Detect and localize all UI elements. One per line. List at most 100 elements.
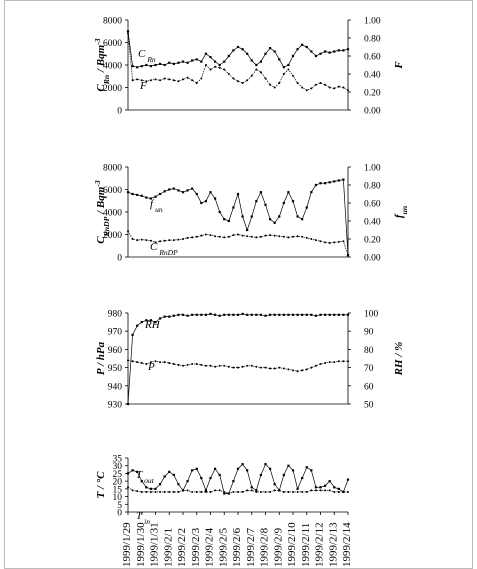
marker: [204, 490, 207, 493]
marker: [328, 480, 331, 483]
y2-tick-label: 60: [364, 382, 374, 392]
y-tick-label: 6000: [103, 186, 122, 196]
marker: [292, 235, 294, 238]
marker: [163, 239, 166, 242]
marker: [278, 366, 281, 369]
marker: [136, 193, 139, 196]
marker: [314, 239, 317, 242]
y-tick-label: 15: [113, 485, 123, 495]
marker: [296, 313, 299, 316]
y2-tick-label: 0.20: [364, 236, 381, 246]
series-name: P: [147, 361, 155, 373]
marker: [268, 467, 272, 470]
marker: [241, 312, 244, 316]
marker: [154, 63, 157, 67]
series-label: P: [147, 361, 155, 373]
y2-tick-label: 0.60: [364, 53, 381, 63]
marker: [172, 79, 175, 82]
marker: [273, 367, 276, 370]
marker: [287, 63, 290, 67]
marker: [209, 476, 212, 480]
marker: [177, 189, 180, 192]
series-name: f: [150, 198, 155, 210]
marker: [278, 489, 281, 492]
marker: [269, 234, 272, 237]
label-main: P / hPa: [95, 341, 107, 375]
y-tick-label: 940: [108, 382, 123, 392]
marker: [296, 370, 299, 373]
marker: [250, 364, 253, 367]
marker: [255, 200, 258, 203]
marker: [268, 313, 272, 316]
marker: [232, 206, 235, 209]
marker: [282, 313, 285, 316]
marker: [214, 65, 217, 68]
marker: [241, 82, 244, 84]
marker: [145, 80, 148, 83]
marker: [310, 469, 313, 472]
marker: [250, 74, 253, 77]
y2-tick-label: 100: [364, 310, 379, 320]
marker: [149, 361, 152, 364]
marker: [319, 489, 322, 492]
marker: [168, 362, 171, 365]
y2-tick-label: 50: [364, 401, 374, 411]
marker: [140, 238, 143, 241]
y-tick-label: 980: [108, 310, 123, 320]
marker: [223, 68, 226, 71]
marker: [186, 363, 189, 366]
marker: [301, 43, 304, 46]
marker: [131, 192, 134, 196]
marker: [337, 313, 340, 316]
marker: [223, 218, 226, 221]
marker: [259, 71, 262, 74]
series-sub: in: [144, 517, 150, 526]
marker: [136, 324, 139, 327]
marker: [278, 235, 281, 238]
marker: [324, 83, 327, 86]
marker: [310, 313, 313, 316]
marker: [131, 333, 134, 336]
label-part: Rn: [102, 75, 111, 85]
marker: [149, 319, 153, 322]
series-name: T: [136, 510, 143, 522]
marker: [246, 364, 249, 367]
marker: [323, 182, 327, 185]
marker: [237, 490, 239, 493]
marker: [264, 463, 267, 466]
marker: [337, 487, 340, 490]
marker: [159, 361, 162, 364]
marker: [186, 189, 189, 192]
y-tick-label: 960: [108, 346, 123, 356]
marker: [273, 489, 276, 492]
marker: [127, 230, 129, 233]
label-main: F: [393, 61, 405, 70]
marker: [268, 47, 272, 50]
marker: [172, 473, 175, 477]
y2-tick-label: 0.60: [364, 200, 381, 210]
y-tick-label: 4000: [103, 209, 122, 219]
marker: [328, 241, 331, 244]
y2-tick-label: 0.40: [364, 218, 381, 228]
y-tick-label: 0: [117, 254, 122, 264]
marker: [291, 469, 295, 472]
marker: [136, 490, 139, 493]
series-line: [127, 313, 348, 405]
marker: [264, 314, 267, 317]
y-tick-label: 4000: [103, 62, 122, 72]
marker: [310, 238, 313, 240]
marker: [328, 51, 331, 54]
marker: [191, 79, 194, 82]
marker: [328, 86, 331, 89]
marker: [314, 83, 317, 86]
marker: [232, 366, 235, 369]
y2-tick-label: 0.00: [364, 254, 381, 264]
marker: [241, 48, 244, 51]
series-sub: RnDP: [158, 248, 178, 257]
marker: [131, 489, 134, 492]
series-sub: Rn: [146, 55, 156, 64]
marker: [346, 48, 350, 51]
marker: [223, 364, 226, 367]
marker: [237, 233, 239, 236]
label-main: f: [393, 213, 405, 218]
